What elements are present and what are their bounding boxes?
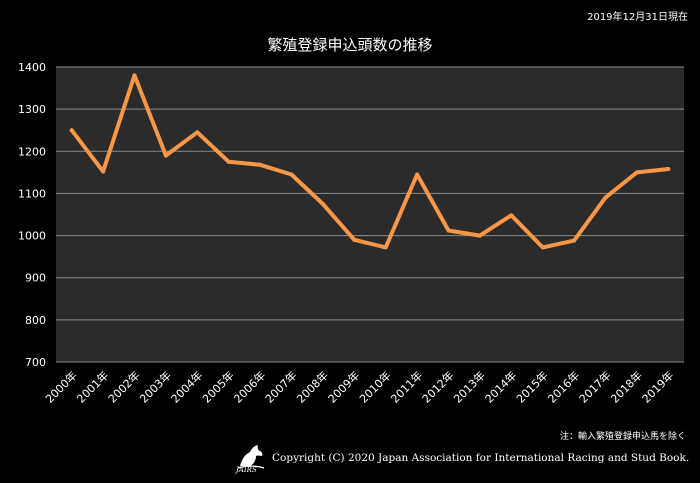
y-tick-label: 1400 — [18, 61, 46, 74]
data-point — [289, 172, 294, 177]
x-tick-label: 2017年 — [576, 368, 613, 405]
grid-lines — [56, 66, 684, 363]
y-tick-label: 1100 — [18, 187, 46, 200]
series-line — [69, 73, 671, 250]
copyright-text: Copyright (C) 2020 Japan Association for… — [272, 452, 690, 464]
data-point — [383, 245, 388, 250]
x-tick-label: 2003年 — [137, 368, 174, 405]
x-tick-label: 2008年 — [294, 368, 331, 405]
data-point — [540, 245, 545, 250]
as-of-date: 2019年12月31日現在 — [587, 12, 688, 23]
data-point — [132, 73, 137, 78]
data-point — [509, 213, 514, 218]
x-tick-label: 2018年 — [608, 368, 645, 405]
data-point — [666, 166, 671, 171]
data-point — [446, 228, 451, 233]
x-axis-ticks: 2000年2001年2002年2003年2004年2005年2006年2007年… — [42, 368, 676, 405]
x-tick-label: 2004年 — [168, 368, 205, 405]
x-tick-label: 2000年 — [42, 368, 79, 405]
x-tick-label: 2002年 — [105, 368, 142, 405]
data-point — [226, 159, 231, 164]
x-tick-label: 2012年 — [419, 368, 456, 405]
x-tick-label: 2001年 — [74, 368, 111, 405]
data-point — [477, 233, 482, 238]
x-tick-label: 2013年 — [451, 368, 488, 405]
data-point — [163, 153, 168, 158]
data-point — [69, 128, 74, 133]
x-tick-label: 2010年 — [356, 368, 393, 405]
chart-title: 繁殖登録申込頭数の推移 — [267, 36, 433, 54]
y-tick-label: 800 — [25, 314, 46, 327]
x-tick-label: 2019年 — [639, 368, 676, 405]
y-axis-ticks: 700 800 900 1000 1100 1200 1300 1400 — [18, 61, 46, 369]
data-point — [634, 170, 639, 175]
data-point — [572, 238, 577, 243]
x-tick-label: 2016年 — [545, 368, 582, 405]
y-tick-label: 900 — [25, 272, 46, 285]
x-tick-label: 2011年 — [388, 368, 425, 405]
data-point — [320, 201, 325, 206]
data-point — [195, 130, 200, 135]
data-point — [258, 162, 263, 167]
plot-area — [56, 67, 684, 362]
x-tick-label: 2014年 — [482, 368, 519, 405]
data-point — [352, 237, 357, 242]
footnote: 注：輸入繁殖登録申込馬を除く — [559, 432, 686, 442]
y-tick-label: 1300 — [18, 103, 46, 116]
x-tick-label: 2015年 — [513, 368, 550, 405]
x-tick-label: 2006年 — [231, 368, 268, 405]
x-tick-label: 2009年 — [325, 368, 362, 405]
y-tick-label: 1000 — [18, 230, 46, 243]
jairs-logo-icon — [237, 445, 265, 469]
logo-text: JAIRS — [236, 466, 257, 474]
x-tick-label: 2005年 — [199, 368, 236, 405]
y-tick-label: 700 — [25, 356, 46, 369]
data-point — [415, 172, 420, 177]
x-tick-label: 2007年 — [262, 368, 299, 405]
data-point — [101, 169, 106, 174]
y-tick-label: 1200 — [18, 145, 46, 158]
data-point — [603, 195, 608, 200]
